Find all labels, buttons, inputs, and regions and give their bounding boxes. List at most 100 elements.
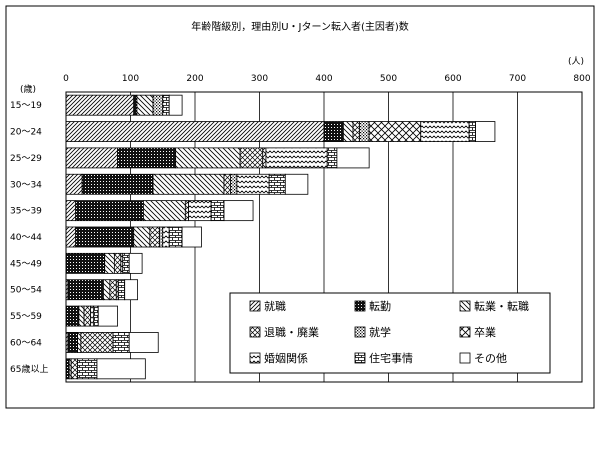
- bar-segment: [152, 94, 164, 116]
- bar-segment: [65, 226, 77, 248]
- bar-segment: [122, 252, 130, 274]
- bar-segment: [223, 200, 254, 222]
- legend-swatch: [354, 326, 366, 338]
- bar-segment: [83, 305, 91, 327]
- bar-segment: [149, 226, 160, 248]
- bar-segment: [65, 94, 135, 116]
- category-label: 15～19: [10, 101, 42, 111]
- bar-segment: [152, 173, 225, 195]
- legend-label: 就学: [369, 325, 391, 339]
- bar-segment: [236, 173, 270, 195]
- legend-swatch: [354, 352, 366, 364]
- category-label: 35～39: [10, 207, 42, 217]
- bar-segment: [109, 279, 117, 301]
- bars: [65, 94, 496, 380]
- x-tick-label: 800: [573, 74, 590, 84]
- legend-box: [229, 292, 551, 374]
- bar-segment: [142, 200, 186, 222]
- bar-segment: [162, 226, 170, 248]
- bar-segment: [133, 226, 151, 248]
- y-axis-categories: 15～19 20～24 25～29 30～34 35～39 40～44 45～49 50～54…: [10, 101, 48, 375]
- bar-segment: [75, 226, 135, 248]
- bar-segment: [104, 252, 115, 274]
- bar-segment: [168, 94, 183, 116]
- bar-segment: [475, 121, 496, 142]
- bar-segment: [239, 147, 264, 169]
- bar-segment: [136, 94, 154, 116]
- bar-segment: [168, 226, 183, 248]
- legend-label: 卒業: [474, 325, 496, 339]
- bar-segment: [162, 94, 170, 116]
- bar-segment: [352, 121, 360, 142]
- x-tick-label: 300: [251, 74, 268, 84]
- category-label: 45～49: [10, 259, 42, 269]
- x-axis-ticks: 0 100 200 300 400 500 600 700 800: [63, 74, 591, 84]
- bar-segment: [359, 121, 370, 142]
- bar-segment: [90, 305, 95, 327]
- category-label: 65歳以上: [10, 363, 48, 375]
- legend-label: 就職: [264, 299, 286, 313]
- bar-segment: [342, 121, 354, 142]
- chart-title: 年齢階級別，理由別U・Jターン転入者(主因者)数: [191, 20, 409, 33]
- legend-label: 転勤: [369, 300, 391, 313]
- legend-label: 住宅事情: [369, 351, 413, 365]
- bar-segment: [70, 358, 79, 380]
- bar-segment: [112, 332, 130, 353]
- plot-frame: [65, 91, 583, 383]
- bar-segment: [81, 173, 154, 195]
- bar-segment: [230, 173, 238, 195]
- bar-segment: [65, 147, 118, 169]
- x-tick-label: 600: [444, 74, 461, 84]
- bar-segment: [65, 200, 77, 222]
- x-unit-label: (人): [568, 56, 584, 67]
- x-tick-label: 400: [315, 74, 332, 84]
- category-label: 50～54: [10, 286, 42, 296]
- bar-segment: [77, 358, 98, 380]
- bar-segment: [67, 332, 79, 353]
- legend-swatch: [249, 300, 261, 312]
- bar-segment: [65, 121, 325, 142]
- bar-segment: [420, 121, 470, 142]
- bar-segment: [188, 200, 212, 222]
- bar-segment: [159, 226, 164, 248]
- bar-segment: [117, 279, 126, 301]
- category-label: 60～64: [10, 338, 42, 348]
- bar-segment: [210, 200, 225, 222]
- bar-segment: [65, 305, 80, 327]
- bar-segment: [128, 252, 143, 274]
- legend-label: 転業・転職: [474, 300, 529, 313]
- bar-segment: [223, 173, 231, 195]
- legend-swatch: [459, 300, 471, 312]
- bar-segment: [113, 252, 122, 274]
- bar-segment: [96, 358, 146, 380]
- bar-segment: [77, 332, 82, 353]
- y-unit-label: (歳): [20, 83, 36, 95]
- bar-segment: [262, 147, 267, 169]
- x-tick-label: 500: [380, 74, 397, 84]
- legend-swatch: [249, 352, 261, 364]
- legend-swatch: [459, 352, 471, 364]
- bar-segment: [368, 121, 422, 142]
- bar-segment: [65, 252, 106, 274]
- bar-segment: [103, 279, 111, 301]
- legend-label: 退職・廃業: [264, 325, 319, 339]
- category-label: 25～29: [10, 154, 42, 164]
- legend-swatch: [249, 326, 261, 338]
- bar-segment: [323, 121, 344, 142]
- bar-segment: [65, 173, 83, 195]
- legend-label: その他: [474, 352, 507, 365]
- bar-segment: [268, 173, 286, 195]
- x-tick-label: 700: [509, 74, 526, 84]
- bar-segment: [128, 332, 159, 353]
- bar-segment: [124, 279, 138, 301]
- category-label: 40～44: [10, 233, 42, 243]
- bar-segment: [67, 279, 104, 301]
- bar-segment: [75, 200, 144, 222]
- bar-segment: [78, 305, 85, 327]
- x-tick-label: 0: [63, 74, 69, 84]
- category-label: 55～59: [10, 312, 42, 322]
- category-label: 20～24: [10, 128, 42, 138]
- bar-segment: [175, 147, 241, 169]
- bar-segment: [468, 121, 476, 142]
